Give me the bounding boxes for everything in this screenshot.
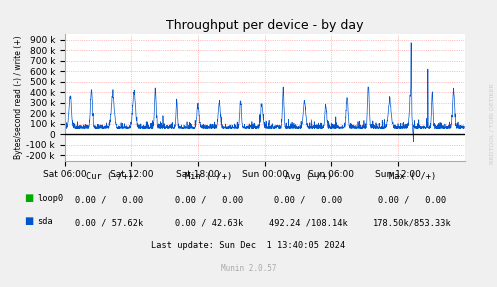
Text: 0.00 /   0.00: 0.00 / 0.00 — [75, 195, 144, 204]
Text: ■: ■ — [24, 216, 33, 226]
Text: RRDTOOL / TOBI OETIKER: RRDTOOL / TOBI OETIKER — [490, 83, 495, 164]
Text: Last update: Sun Dec  1 13:40:05 2024: Last update: Sun Dec 1 13:40:05 2024 — [152, 241, 345, 250]
Y-axis label: Bytes/second read (-) / write (+): Bytes/second read (-) / write (+) — [14, 36, 23, 159]
Text: Avg (-/+): Avg (-/+) — [284, 172, 332, 181]
Text: 0.00 / 57.62k: 0.00 / 57.62k — [75, 218, 144, 227]
Text: 0.00 / 42.63k: 0.00 / 42.63k — [174, 218, 243, 227]
Text: Min (-/+): Min (-/+) — [185, 172, 233, 181]
Text: 492.24 /108.14k: 492.24 /108.14k — [269, 218, 347, 227]
Text: 0.00 /   0.00: 0.00 / 0.00 — [174, 195, 243, 204]
Text: 0.00 /   0.00: 0.00 / 0.00 — [274, 195, 342, 204]
Text: Max (-/+): Max (-/+) — [389, 172, 436, 181]
Text: loop0: loop0 — [37, 195, 64, 203]
Text: 0.00 /   0.00: 0.00 / 0.00 — [378, 195, 447, 204]
Text: Cur (-/+): Cur (-/+) — [85, 172, 133, 181]
Title: Throughput per device - by day: Throughput per device - by day — [166, 19, 363, 32]
Text: 178.50k/853.33k: 178.50k/853.33k — [373, 218, 452, 227]
Text: ■: ■ — [24, 193, 33, 203]
Text: Munin 2.0.57: Munin 2.0.57 — [221, 264, 276, 273]
Text: sda: sda — [37, 218, 53, 226]
